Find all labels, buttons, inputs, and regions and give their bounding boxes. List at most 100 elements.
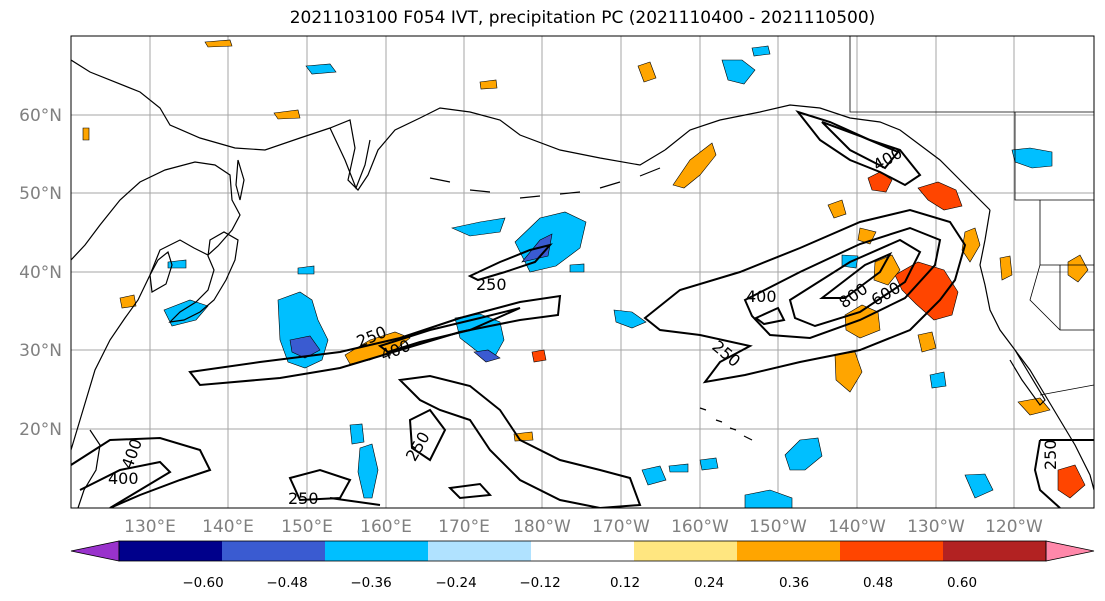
longitude-label: 170°W	[592, 517, 650, 537]
colorbar-segment	[840, 541, 943, 561]
precip-negative-patch	[163, 299, 209, 327]
precip-negative-patch	[613, 309, 647, 329]
precip-positive-patch	[1067, 254, 1089, 283]
ivt-contour-250	[397, 374, 642, 508]
colorbar	[70, 540, 1095, 562]
precip-positive-patch	[917, 181, 963, 211]
contour-label: 400	[746, 287, 777, 306]
precip-positive-patch	[204, 39, 233, 48]
precip-positive-patch	[961, 227, 981, 263]
longitude-label: 160°W	[671, 517, 729, 537]
longitude-label: 180°W	[513, 517, 571, 537]
precip-negative-patch	[751, 45, 771, 57]
precip-positive-patch	[894, 261, 959, 321]
border-canada-us	[849, 36, 1094, 113]
coastline-alaska	[664, 104, 991, 211]
precip-positive-patch	[479, 79, 498, 90]
border-us-mexico	[1039, 384, 1094, 396]
ivt-contour-600	[788, 238, 922, 328]
ivt-contour-250	[188, 294, 562, 387]
gridlines	[71, 36, 1094, 508]
colorbar-extend-right	[1045, 540, 1095, 562]
ivt-contour-800	[819, 251, 893, 299]
colorbar-tick-label: 0.36	[779, 575, 809, 591]
longitude-label: 140°E	[202, 517, 254, 537]
ivt-contour-400	[821, 121, 900, 170]
border-us-states	[1029, 200, 1094, 331]
latitude-label: 40°N	[19, 263, 62, 283]
colorbar-segment	[222, 541, 325, 561]
ivt-contour-400	[754, 306, 786, 326]
longitude-label: 170°E	[438, 517, 490, 537]
latitude-label: 60°N	[19, 106, 62, 126]
precip-negative-patch	[473, 349, 501, 363]
coastline-kamchatka	[329, 127, 371, 190]
contour-label: 250	[1041, 439, 1060, 470]
longitude-label: 130°E	[124, 517, 176, 537]
precip-negative-patch	[451, 217, 506, 237]
precip-negative-patch	[668, 463, 689, 473]
coastline-asia	[71, 59, 666, 191]
colorbar-tick-label: 0.60	[947, 575, 977, 591]
precip-negative-patch	[357, 443, 379, 499]
coastline-hawaii	[699, 407, 753, 441]
colorbar-segment	[943, 541, 1046, 561]
colorbar-tick-label: −0.12	[519, 575, 560, 591]
latitude-label: 50°N	[19, 184, 62, 204]
ivt-contour-400	[79, 460, 172, 508]
latitude-label: 20°N	[19, 420, 62, 440]
coastline-korea	[149, 250, 173, 293]
ivt-contour-400	[743, 226, 942, 340]
longitude-label: 160°E	[360, 517, 412, 537]
precip-negative-patch	[721, 59, 756, 85]
coastlines	[71, 59, 1094, 508]
colorbar-tick-label: 0.12	[610, 575, 640, 591]
precip-positive-patch	[867, 171, 893, 193]
ivt-contour-250	[288, 468, 352, 502]
longitude-label: 150°E	[281, 517, 333, 537]
precip-negative-patch	[929, 371, 947, 389]
ivt-contour-250	[467, 243, 553, 282]
colorbar-tick-label: −0.36	[350, 575, 391, 591]
precip-negative-patch	[784, 437, 823, 471]
map-frame	[70, 35, 1095, 509]
precip-positive-patch	[917, 331, 937, 353]
longitude-label: 130°W	[907, 517, 965, 537]
colorbar-extend-left	[70, 540, 120, 562]
map-title: 2021103100 F054 IVT, precipitation PC (2…	[289, 8, 876, 28]
colorbar-segment	[119, 541, 222, 561]
precip-positive-patch	[999, 255, 1013, 281]
longitude-label: 150°W	[749, 517, 807, 537]
ivt-contour-250	[643, 208, 967, 384]
border-canada-us	[1014, 112, 1094, 201]
latitude-label: 30°N	[19, 341, 62, 361]
ivt-contours	[71, 110, 1094, 508]
colorbar-segment	[531, 541, 634, 561]
precip-positive-patch	[531, 349, 547, 363]
ivt-contour-250	[408, 408, 447, 462]
coastline-philippines	[77, 429, 101, 508]
longitude-labels: 130°E 140°E 150°E 160°E 170°E 180°W 170°W 160°W…	[124, 517, 1043, 537]
precip-positive-patch	[1057, 464, 1086, 499]
ivt-contour-250	[447, 482, 493, 500]
precip-negative-patch	[167, 259, 187, 269]
precip-patches	[82, 39, 1089, 508]
colorbar-tick-label: −0.24	[435, 575, 476, 591]
contour-label: 250	[476, 275, 507, 294]
precip-negative-patch	[744, 489, 793, 508]
precip-negative-patch	[297, 265, 315, 275]
colorbar-tick-label: 0.48	[863, 575, 893, 591]
colorbar-segment	[428, 541, 531, 561]
colorbar-segment	[325, 541, 428, 561]
longitude-label: 140°W	[828, 517, 886, 537]
precip-positive-patch	[637, 61, 657, 83]
latitude-labels: 60°N 50°N 40°N 30°N 20°N	[19, 106, 62, 440]
coastline-japan	[168, 231, 239, 323]
precip-negative-patch	[964, 473, 994, 499]
colorbar-tick-label: 0.24	[694, 575, 724, 591]
contour-label: 400	[108, 469, 139, 488]
ivt-contour-250	[795, 110, 922, 187]
precip-positive-patch	[119, 294, 137, 309]
precip-negative-patch	[641, 465, 667, 486]
